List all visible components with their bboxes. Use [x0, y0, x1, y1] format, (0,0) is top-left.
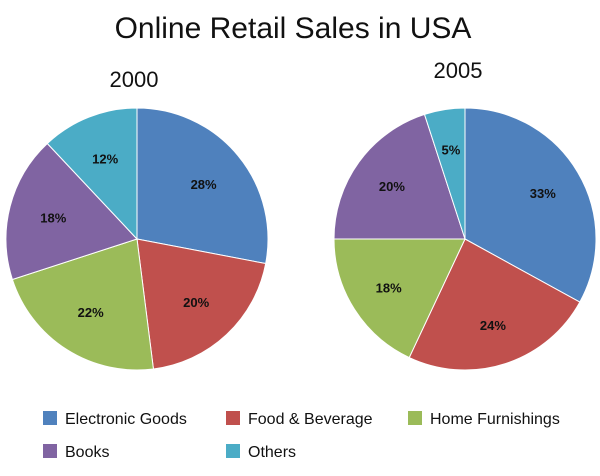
chart-title: Online Retail Sales in USA — [115, 12, 472, 45]
pie-2005: 33% 24% 18% 20% 5% — [333, 107, 597, 371]
legend-label-food-and-beverage: Food & Beverage — [248, 411, 373, 428]
pie-2000: 28% 20% 22% 18% 12% — [5, 107, 269, 371]
pie-2005-label-others: 5% — [442, 143, 461, 158]
pie-2000-slice-books — [5, 142, 138, 281]
legend-swatch-others — [226, 444, 240, 458]
legend-label-electronic-goods: Electronic Goods — [65, 411, 187, 428]
pie-2005-label-food-and-beverage: 24% — [480, 318, 506, 333]
pie-2000-label-home-furnishings: 22% — [78, 305, 104, 320]
pie-2005-slice-others — [423, 107, 466, 240]
pie-2000-label-books: 18% — [40, 211, 66, 226]
pie-2005-slice-electronic-goods — [464, 107, 597, 303]
pie-2005-label-home-furnishings: 18% — [376, 280, 402, 295]
pie-2005-label-books: 20% — [379, 179, 405, 194]
pie-2000-slice-electronic-goods — [136, 107, 269, 265]
pie-2005-slice-books — [333, 113, 466, 240]
pie-2005-subtitle: 2005 — [434, 58, 483, 83]
legend-swatch-electronic-goods — [43, 411, 57, 425]
pie-2005-slice-home-furnishings — [333, 238, 466, 359]
pie-2000-slice-others — [46, 107, 138, 241]
pie-2000-slice-food-and-beverage — [136, 238, 267, 370]
legend-label-others: Others — [248, 444, 296, 461]
pie-2000-slice-home-furnishings — [11, 238, 154, 371]
pie-2000-label-electronic-goods: 28% — [191, 177, 217, 192]
legend-swatch-food-and-beverage — [226, 411, 240, 425]
pie-2000-subtitle: 2000 — [110, 67, 159, 92]
legend-label-home-furnishings: Home Furnishings — [430, 411, 560, 428]
pie-2005-label-electronic-goods: 33% — [530, 186, 556, 201]
legend-swatch-books — [43, 444, 57, 458]
legend: Electronic Goods Food & Beverage Home Furn… — [43, 411, 560, 461]
legend-swatch-home-furnishings — [408, 411, 422, 425]
pie-2005-slice-food-and-beverage — [408, 238, 581, 371]
pie-2000-label-others: 12% — [92, 152, 118, 167]
legend-label-books: Books — [65, 444, 109, 461]
pie-2000-label-food-and-beverage: 20% — [183, 295, 209, 310]
